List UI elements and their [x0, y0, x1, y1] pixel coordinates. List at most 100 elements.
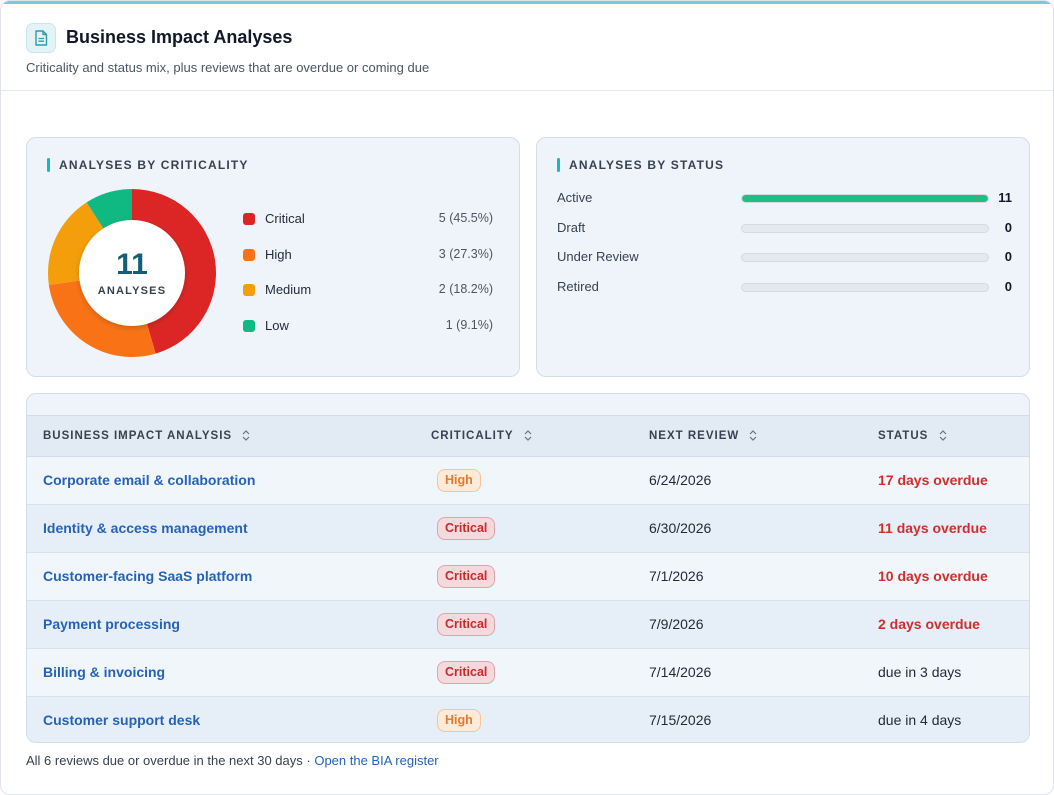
bia-link[interactable]: Billing & invoicing [43, 664, 166, 680]
status-row-under-review: Under Review 0 [557, 247, 1012, 277]
sort-icon[interactable] [242, 430, 250, 444]
criticality-badge: High [437, 709, 481, 732]
status-label: Under Review [557, 249, 639, 265]
donut-segment-low [86, 189, 132, 230]
donut-segment-high [48, 280, 156, 357]
review-status: 2 days overdue [878, 616, 980, 632]
bia-link[interactable]: Customer support desk [43, 712, 201, 728]
donut-segment-critical [132, 189, 216, 354]
table-row: Corporate email & collaboration High 6/2… [27, 457, 1029, 505]
status-bar-track [741, 223, 989, 233]
donut-center: 11 ANALYSES [47, 188, 217, 358]
status-count: 0 [1004, 249, 1012, 265]
legend-label: Low [265, 318, 289, 334]
criticality-donut: 11 ANALYSES [47, 188, 217, 358]
criticality-badge: Critical [437, 613, 496, 636]
bia-link[interactable]: Corporate email & collaboration [43, 472, 256, 488]
column-header-label: CRITICALITY [431, 430, 514, 442]
legend-value: 3 (27.3%) [438, 246, 493, 261]
footer-summary: All 6 reviews due or overdue in the next… [26, 753, 315, 768]
legend-label: Critical [265, 211, 305, 226]
document-icon [26, 23, 56, 53]
next-review-date: 7/14/2026 [649, 664, 712, 680]
status-heading: ANALYSES BY STATUS [557, 158, 724, 172]
status-label: Draft [557, 219, 586, 235]
status-list: Active 11 Draft 0 Under Review 0 Retired… [557, 188, 1012, 307]
legend-value: 1 (9.1%) [445, 318, 493, 333]
table-footer: All 6 reviews due or overdue in the next… [26, 753, 439, 768]
legend-item-medium: Medium 2 (18.2%) [243, 279, 493, 315]
column-header-bia[interactable]: BUSINESS IMPACT ANALYSIS [43, 430, 250, 444]
criticality-badge: Critical [437, 661, 496, 684]
donut-total: 11 [116, 248, 148, 281]
column-header-label: NEXT REVIEW [649, 430, 740, 442]
sort-icon[interactable] [749, 430, 757, 444]
page-title: Business Impact Analyses [66, 27, 293, 47]
criticality-legend: Critical 5 (45.5%) High 3 (27.3%) Medium… [243, 208, 493, 351]
column-header-label: BUSINESS IMPACT ANALYSIS [43, 430, 233, 442]
status-card: ANALYSES BY STATUS Active 11 Draft 0 Und… [536, 137, 1030, 377]
sort-icon[interactable] [524, 430, 532, 444]
donut-segment-medium [48, 202, 104, 285]
legend-swatch [243, 248, 255, 261]
status-row-retired: Retired 0 [557, 277, 1012, 307]
criticality-badge: Critical [437, 517, 496, 540]
review-status: 11 days overdue [878, 520, 987, 536]
donut-total-label: ANALYSES [97, 285, 167, 297]
legend-swatch [243, 213, 255, 225]
next-review-date: 6/30/2026 [649, 520, 712, 536]
table-header: BUSINESS IMPACT ANALYSIS CRITICALITY NEX… [27, 415, 1029, 457]
status-count: 0 [1004, 279, 1012, 295]
bia-link[interactable]: Customer-facing SaaS platform [43, 568, 253, 584]
criticality-card: ANALYSES BY CRITICALITY 11 ANALYSES Crit… [26, 137, 520, 377]
review-status: due in 3 days [878, 664, 962, 680]
bia-link[interactable]: Identity & access management [43, 520, 248, 536]
table-row: Billing & invoicing Critical 7/14/2026 d… [27, 649, 1029, 697]
legend-label: Medium [265, 282, 312, 298]
bia-link[interactable]: Payment processing [43, 616, 180, 632]
table-row: Customer-facing SaaS platform Critical 7… [27, 553, 1029, 601]
next-review-date: 6/24/2026 [649, 472, 712, 488]
donut-chart [48, 189, 216, 357]
column-header-label: STATUS [878, 430, 929, 442]
sort-icon[interactable] [939, 430, 947, 444]
status-bar-track [741, 283, 989, 293]
column-header-next-review[interactable]: NEXT REVIEW [649, 430, 757, 444]
next-review-date: 7/9/2026 [649, 616, 704, 632]
page-subtitle: Criticality and status mix, plus reviews… [26, 60, 430, 75]
status-count: 11 [998, 190, 1012, 205]
legend-swatch [243, 284, 255, 297]
open-register-link[interactable]: Open the BIA register [314, 753, 439, 768]
legend-value: 5 (45.5%) [438, 211, 493, 225]
status-bar-track [741, 194, 989, 203]
reviews-table: BUSINESS IMPACT ANALYSIS CRITICALITY NEX… [26, 393, 1030, 743]
next-review-date: 7/1/2026 [649, 568, 704, 584]
table-row: Payment processing Critical 7/9/2026 2 d… [27, 601, 1029, 649]
status-row-draft: Draft 0 [557, 218, 1012, 248]
column-header-status[interactable]: STATUS [878, 430, 947, 444]
legend-value: 2 (18.2%) [438, 282, 493, 297]
legend-item-critical: Critical 5 (45.5%) [243, 208, 493, 244]
table-row: Customer support desk High 7/15/2026 due… [27, 697, 1029, 742]
legend-item-low: Low 1 (9.1%) [243, 315, 493, 351]
status-row-active: Active 11 [557, 188, 1012, 218]
status-label: Retired [557, 279, 599, 295]
column-header-criticality[interactable]: CRITICALITY [431, 430, 532, 444]
legend-label: High [265, 246, 292, 262]
donut-hole [79, 220, 185, 326]
criticality-badge: High [437, 469, 481, 492]
table-row: Identity & access management Critical 6/… [27, 505, 1029, 553]
status-label: Active [557, 190, 593, 205]
review-status: 17 days overdue [878, 472, 988, 488]
status-count: 0 [1004, 219, 1012, 235]
next-review-date: 7/15/2026 [649, 712, 712, 728]
review-status: due in 4 days [878, 712, 962, 728]
legend-swatch [243, 320, 255, 333]
status-bar-fill [742, 195, 988, 202]
criticality-heading: ANALYSES BY CRITICALITY [47, 158, 249, 172]
legend-item-high: High 3 (27.3%) [243, 244, 493, 280]
accent-top-line [1, 1, 1053, 4]
criticality-badge: Critical [437, 565, 496, 588]
review-status: 10 days overdue [878, 568, 988, 584]
